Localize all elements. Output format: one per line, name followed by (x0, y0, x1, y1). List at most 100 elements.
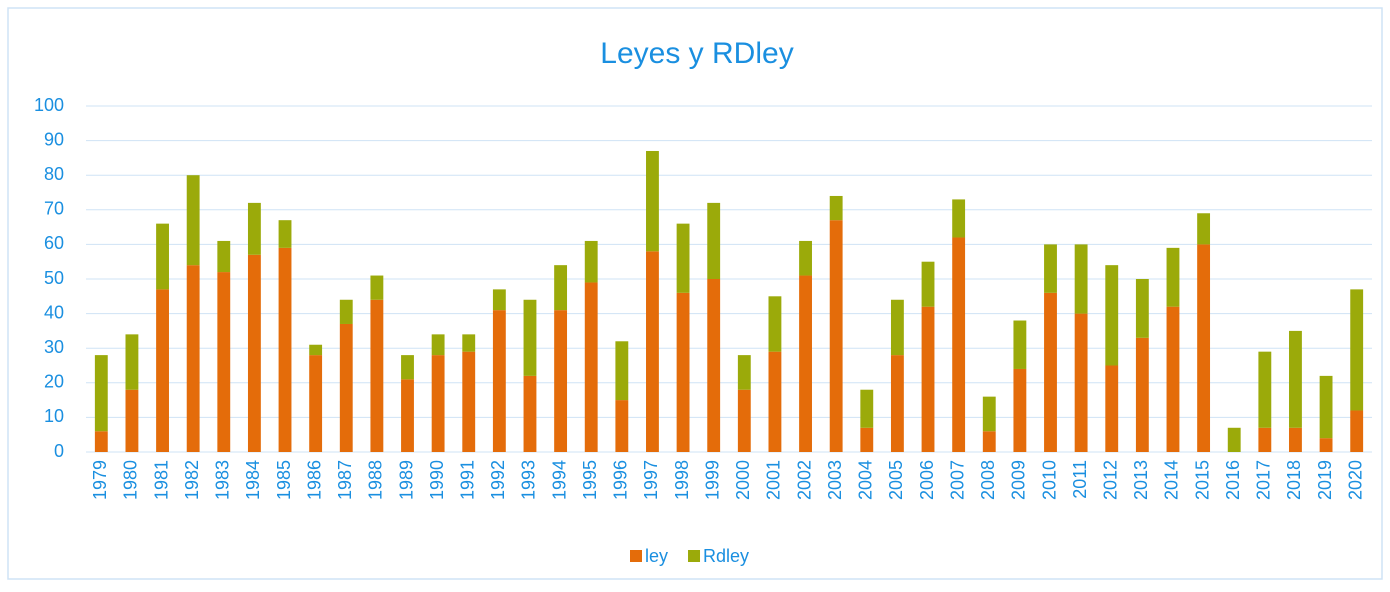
bar-segment (829, 220, 843, 452)
x-tick-label: 2003 (825, 460, 845, 500)
bar-segment (952, 199, 966, 238)
x-tick-label: 1981 (151, 460, 171, 500)
bar-segment (646, 150, 659, 252)
bar-segment (401, 355, 414, 380)
x-tick-label: 1979 (90, 460, 110, 500)
legend-swatch (630, 550, 642, 562)
bar-segment (982, 431, 996, 452)
bar-segment (676, 292, 690, 452)
y-tick-label: 100 (34, 95, 64, 115)
x-tick-label: 2001 (764, 460, 784, 500)
x-tick-label: 2000 (733, 460, 753, 500)
x-tick-label: 2007 (947, 460, 967, 500)
bar-segment (707, 202, 721, 279)
x-tick-label: 2018 (1284, 460, 1304, 500)
bar-segment (1227, 427, 1241, 452)
y-tick-label: 40 (44, 302, 64, 322)
bar-segment (1350, 289, 1364, 411)
x-tick-label: 1980 (121, 460, 141, 500)
x-tick-label: 2011 (1070, 460, 1090, 499)
y-tick-label: 80 (44, 164, 64, 184)
bar-segment (860, 389, 874, 428)
bar-segment (1074, 244, 1088, 314)
bar-segment (309, 355, 323, 452)
x-tick-label: 2015 (1192, 460, 1212, 500)
bar-segment (431, 334, 445, 356)
bar-segment (339, 323, 353, 452)
x-tick-label: 2006 (917, 460, 937, 500)
y-tick-label: 0 (54, 441, 64, 461)
bar-segment (1074, 313, 1088, 452)
y-tick-label: 30 (44, 337, 64, 357)
bar-segment (1166, 306, 1180, 452)
bar-segment (492, 289, 506, 311)
x-tick-label: 2019 (1315, 460, 1335, 500)
bar-segment (584, 240, 598, 283)
x-tick-label: 2010 (1039, 460, 1059, 500)
x-tick-label: 1997 (641, 460, 661, 500)
x-tick-label: 1985 (274, 460, 294, 500)
bar-segment (94, 355, 108, 432)
x-tick-label: 2005 (886, 460, 906, 500)
x-tick-label: 1991 (457, 460, 477, 500)
bar-segment (94, 431, 108, 452)
bar-segment (799, 240, 812, 276)
bar-segment (339, 299, 353, 324)
bar-segment (1350, 410, 1364, 452)
bar-segment (646, 251, 659, 452)
bar-segment (1319, 375, 1333, 439)
bar-segment (125, 334, 139, 390)
bar-segment (125, 389, 139, 452)
bar-segment (462, 351, 476, 452)
bar-segment (768, 296, 782, 352)
bar-segment (217, 272, 231, 452)
bar-segment (890, 355, 904, 452)
bar-segment (309, 344, 323, 356)
bar-segment (1044, 244, 1057, 293)
bar-segment (921, 306, 935, 452)
bar-segment (615, 341, 629, 401)
bar-segment (768, 351, 782, 452)
x-tick-label: 2014 (1162, 460, 1182, 500)
bar-segment (431, 355, 445, 452)
bar-segment (523, 299, 537, 376)
x-tick-label: 1983 (213, 460, 233, 500)
bar-segment (676, 223, 690, 293)
y-tick-label: 70 (44, 199, 64, 219)
x-tick-label: 2013 (1131, 460, 1151, 500)
x-tick-label: 1982 (182, 460, 202, 500)
bar-segment (615, 400, 629, 452)
y-tick-label: 10 (44, 406, 64, 426)
bar-segment (554, 265, 568, 311)
bar-segment (492, 310, 506, 452)
bar-segment (1197, 213, 1211, 245)
bar-segment (890, 299, 904, 356)
bar-segment (1105, 365, 1119, 452)
bar-segment (921, 261, 935, 307)
bar-segment (707, 279, 721, 452)
bar-segment (370, 275, 384, 300)
x-tick-label: 2002 (794, 460, 814, 500)
x-tick-label: 1984 (243, 460, 263, 500)
x-tick-label: 1987 (335, 460, 355, 500)
legend-label: Rdley (703, 546, 749, 566)
chart-title: Leyes y RDley (600, 37, 793, 70)
x-tick-label: 2008 (978, 460, 998, 500)
legend-label: ley (645, 546, 668, 566)
x-tick-label: 1995 (580, 460, 600, 500)
y-tick-label: 20 (44, 372, 64, 392)
bar-segment (1013, 320, 1027, 369)
bar-segment (737, 355, 751, 390)
bar-segment (278, 247, 292, 452)
bar-segment (370, 299, 384, 452)
x-tick-label: 1999 (702, 460, 722, 500)
bar-segment (1013, 368, 1027, 452)
bar-segment (156, 289, 169, 452)
x-tick-label: 1996 (611, 460, 631, 500)
bar-segment (278, 220, 292, 248)
bar-segment (523, 375, 537, 452)
bar-segment (186, 175, 200, 266)
bar-segment (462, 334, 476, 352)
bar-segment (584, 282, 598, 452)
